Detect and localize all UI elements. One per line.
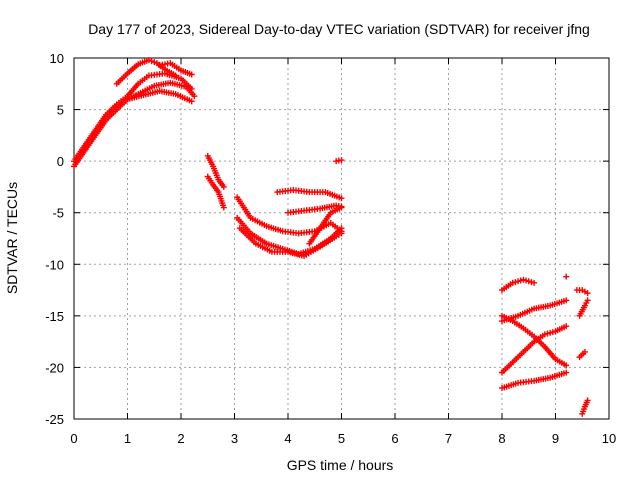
y-tick-label: -5 <box>52 206 64 221</box>
data-point <box>220 204 227 211</box>
data-trace <box>113 57 179 87</box>
data-trace <box>306 204 345 247</box>
data-point <box>563 297 570 304</box>
y-tick-labels: 10 5 0 -5 -10 -15 -20 -25 <box>45 51 64 427</box>
x-tick-label: 0 <box>70 431 77 446</box>
x-tick-label: 8 <box>498 431 505 446</box>
x-tick-label: 7 <box>445 431 452 446</box>
x-tick-label: 10 <box>602 431 616 446</box>
data-point <box>563 273 570 280</box>
x-tick-label: 5 <box>338 431 345 446</box>
data-trace <box>274 187 345 202</box>
data-point <box>188 71 195 78</box>
data-trace <box>499 323 570 376</box>
data-trace <box>499 312 570 369</box>
data-point <box>584 290 591 297</box>
data-trace <box>576 348 588 361</box>
data-trace <box>499 276 538 294</box>
data-trace <box>124 88 195 105</box>
x-axis-label: GPS time / hours <box>287 457 394 473</box>
y-axis-label: SDTVAR / TECUs <box>4 182 20 294</box>
data-point <box>338 195 345 202</box>
x-tick-label: 2 <box>177 431 184 446</box>
data-point <box>563 369 570 376</box>
data-trace <box>573 287 591 297</box>
x-tick-label: 1 <box>124 431 131 446</box>
x-tick-label: 9 <box>552 431 559 446</box>
y-tick-label: 5 <box>57 103 64 118</box>
grid <box>74 58 609 419</box>
data-point <box>531 279 538 286</box>
y-tick-label: -25 <box>45 412 64 427</box>
data-trace <box>333 157 345 165</box>
data-trace <box>563 273 570 280</box>
y-tick-label: 0 <box>57 154 64 169</box>
y-tick-label: -10 <box>45 257 64 272</box>
data-point <box>191 93 198 100</box>
data-trace <box>499 369 570 392</box>
data-trace <box>579 397 591 417</box>
data-point <box>338 204 345 211</box>
data-point <box>338 230 345 237</box>
data-trace <box>576 297 591 319</box>
data-trace <box>204 173 227 211</box>
data-trace <box>236 225 345 260</box>
data-point <box>584 297 591 304</box>
y-tick-label: 10 <box>50 51 64 66</box>
data-point <box>172 72 179 79</box>
data-point <box>581 348 588 355</box>
data-point <box>338 225 345 232</box>
data-point <box>220 183 227 190</box>
x-tick-label: 4 <box>284 431 291 446</box>
chart-title: Day 177 of 2023, Sidereal Day-to-day VTE… <box>88 21 590 37</box>
data-trace <box>135 79 198 100</box>
data-point <box>188 98 195 105</box>
x-tick-label: 6 <box>391 431 398 446</box>
data-trace <box>156 60 195 78</box>
x-tick-labels: 0 1 2 3 4 5 6 7 8 9 10 <box>70 431 616 446</box>
data-point <box>584 397 591 404</box>
data-points <box>71 57 591 417</box>
data-trace <box>285 202 345 216</box>
data-trace <box>204 152 227 190</box>
data-trace <box>499 297 570 325</box>
data-point <box>563 362 570 369</box>
data-point <box>563 323 570 330</box>
y-tick-label: -15 <box>45 309 64 324</box>
y-tick-label: -20 <box>45 360 64 375</box>
x-tick-label: 3 <box>231 431 238 446</box>
data-point <box>338 157 345 164</box>
